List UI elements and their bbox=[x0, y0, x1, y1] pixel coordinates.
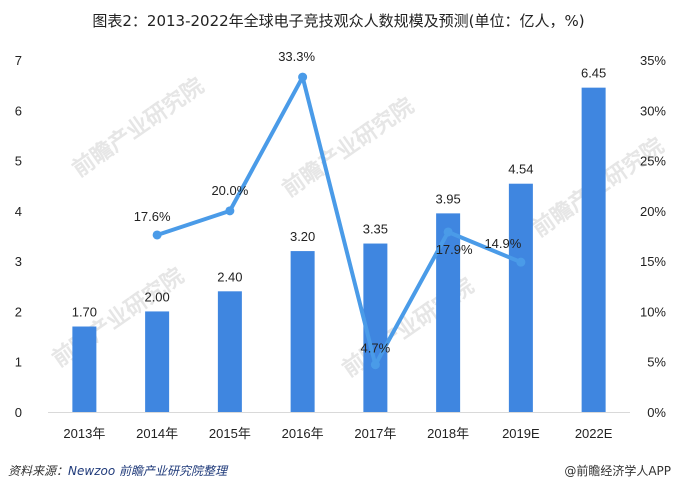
y2-tick-label: 30% bbox=[640, 103, 666, 118]
bar-data-label: 4.54 bbox=[508, 162, 533, 177]
y2-tick-label: 5% bbox=[647, 355, 666, 370]
source-label: 资料来源： bbox=[8, 464, 69, 478]
y-tick-label: 6 bbox=[15, 103, 22, 118]
line-data-label: 17.6% bbox=[134, 209, 171, 224]
line-point bbox=[443, 227, 453, 237]
line-data-label: 4.7% bbox=[361, 341, 391, 356]
y2-tick-label: 15% bbox=[640, 254, 666, 269]
y-tick-label: 0 bbox=[15, 405, 22, 420]
source-name: Newzoo 前瞻产业研究院整理 bbox=[68, 464, 227, 478]
source-note: 资料来源：Newzoo 前瞻产业研究院整理 bbox=[8, 462, 227, 479]
bar-data-label: 3.35 bbox=[363, 222, 388, 237]
bar-data-label: 2.40 bbox=[217, 269, 242, 284]
y-tick-label: 3 bbox=[15, 254, 22, 269]
line-point bbox=[298, 72, 308, 82]
bar bbox=[145, 311, 170, 412]
bar-data-label: 3.20 bbox=[290, 229, 315, 244]
y-tick-label: 5 bbox=[15, 154, 22, 169]
bar bbox=[217, 291, 242, 412]
line-data-label: 17.9% bbox=[436, 242, 473, 257]
x-tick-label: 2016年 bbox=[282, 426, 324, 441]
x-tick-label: 2014年 bbox=[136, 426, 178, 441]
bar-data-label: 1.70 bbox=[72, 305, 97, 320]
line-data-label: 33.3% bbox=[278, 49, 315, 64]
bar bbox=[581, 87, 606, 413]
chart-title: 图表2：2013-2022年全球电子竞技观众人数规模及预测(单位：亿人，%) bbox=[92, 12, 585, 30]
y2-tick-label: 25% bbox=[640, 154, 666, 169]
y-tick-label: 4 bbox=[15, 204, 22, 219]
x-tick-label: 2017年 bbox=[354, 426, 396, 441]
line-point bbox=[152, 230, 162, 240]
y2-tick-label: 35% bbox=[640, 53, 666, 68]
bar-data-label: 3.95 bbox=[435, 191, 460, 206]
bar bbox=[72, 326, 97, 412]
y2-tick-label: 10% bbox=[640, 304, 666, 319]
growth-line bbox=[156, 75, 522, 367]
line-data-label: 20.0% bbox=[211, 183, 248, 198]
bar bbox=[290, 251, 315, 412]
y-tick-label: 2 bbox=[15, 304, 22, 319]
bar-data-label: 6.45 bbox=[581, 66, 606, 81]
bar bbox=[508, 183, 533, 412]
x-tick-label: 2022E bbox=[575, 426, 613, 441]
y2-tick-label: 20% bbox=[640, 204, 666, 219]
x-tick-label: 2019E bbox=[502, 426, 540, 441]
line-point bbox=[370, 360, 380, 370]
x-tick-label: 2013年 bbox=[63, 426, 105, 441]
line-point bbox=[516, 257, 526, 267]
bar-data-label: 2.00 bbox=[144, 289, 169, 304]
line-point bbox=[225, 206, 235, 216]
y2-tick-label: 0% bbox=[647, 405, 666, 420]
x-tick-label: 2015年 bbox=[209, 426, 251, 441]
x-tick-label: 2018年 bbox=[427, 426, 469, 441]
y-tick-label: 7 bbox=[15, 53, 22, 68]
line-data-label: 14.9% bbox=[484, 236, 521, 251]
y-tick-label: 1 bbox=[15, 355, 22, 370]
brand-credit: @前瞻经济学人APP bbox=[564, 464, 671, 478]
